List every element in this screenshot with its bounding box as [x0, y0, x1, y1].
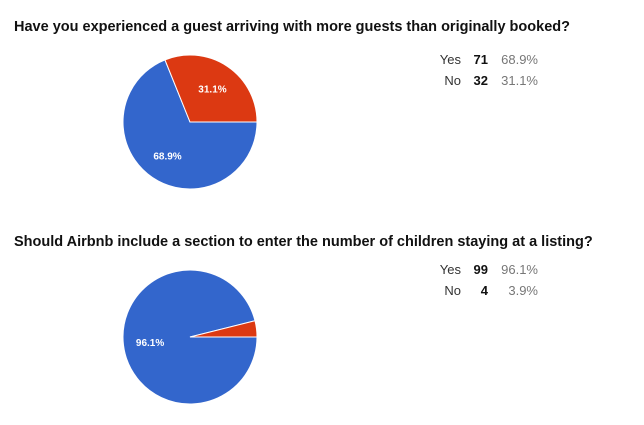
summary-row-no: No 4 3.9% [410, 283, 550, 304]
question-1-title: Have you experienced a guest arriving wi… [14, 19, 570, 35]
question-2-title: Should Airbnb include a section to enter… [14, 234, 593, 250]
answer-count: 71 [473, 52, 488, 67]
answer-label: Yes [439, 262, 461, 277]
answer-percent: 3.9% [508, 283, 538, 298]
pie-data-label: 96.1% [136, 338, 164, 349]
answer-label: No [444, 283, 461, 298]
summary-row-yes: Yes 99 96.1% [410, 262, 550, 283]
pie-data-label: 31.1% [198, 85, 226, 96]
answer-count: 99 [473, 262, 488, 277]
pie-chart-2: 96.1% [122, 269, 258, 405]
pie-chart-1: 68.9% 31.1% [122, 54, 258, 190]
answer-label: Yes [439, 52, 461, 67]
answer-percent: 68.9% [501, 52, 538, 67]
summary-table-1: Yes 71 68.9% No 32 31.1% [410, 52, 550, 94]
answer-count: 32 [473, 73, 488, 88]
pie-slice-yes [122, 59, 258, 190]
answer-count: 4 [480, 283, 488, 298]
summary-row-no: No 32 31.1% [410, 73, 550, 94]
pie-data-label: 68.9% [153, 151, 181, 162]
answer-percent: 96.1% [501, 262, 538, 277]
pie-slice-no [189, 320, 258, 338]
summary-row-yes: Yes 71 68.9% [410, 52, 550, 73]
summary-table-2: Yes 99 96.1% No 4 3.9% [410, 262, 550, 304]
pie-slice-no [164, 54, 258, 123]
answer-percent: 31.1% [501, 73, 538, 88]
answer-label: No [444, 73, 461, 88]
